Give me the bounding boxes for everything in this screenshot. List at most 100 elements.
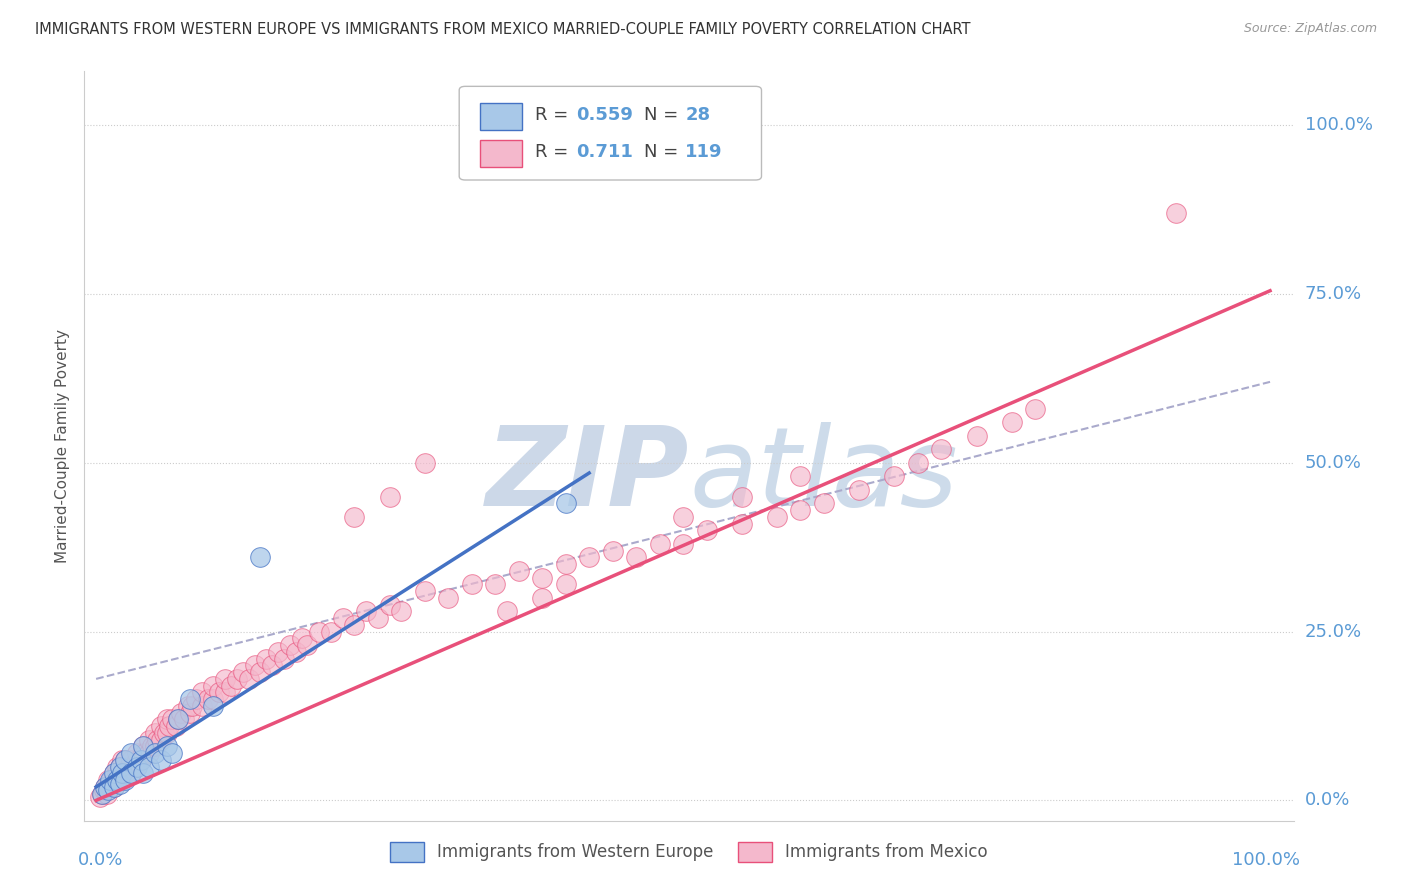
Point <box>105 759 128 773</box>
Point <box>202 698 225 713</box>
Point <box>176 698 198 713</box>
Point <box>138 732 160 747</box>
Point <box>153 726 176 740</box>
FancyBboxPatch shape <box>479 139 522 167</box>
Point <box>249 665 271 680</box>
Point <box>267 645 290 659</box>
Point <box>343 618 366 632</box>
Point <box>143 739 166 754</box>
Point <box>789 469 811 483</box>
Text: 0.711: 0.711 <box>576 143 633 161</box>
Point <box>848 483 870 497</box>
Point <box>105 766 128 780</box>
Text: 0.0%: 0.0% <box>1305 791 1350 809</box>
Point <box>214 685 236 699</box>
Point <box>731 490 754 504</box>
Point <box>134 746 156 760</box>
Point <box>103 766 125 780</box>
Point <box>91 787 114 801</box>
Point <box>190 698 212 713</box>
Point <box>155 712 177 726</box>
Point <box>96 787 118 801</box>
Point <box>766 509 789 524</box>
Point <box>181 698 204 713</box>
Point <box>127 753 149 767</box>
Point <box>578 550 600 565</box>
Point <box>98 780 121 794</box>
Point <box>98 773 121 788</box>
Point <box>554 496 576 510</box>
Y-axis label: Married-Couple Family Poverty: Married-Couple Family Poverty <box>55 329 70 563</box>
Point <box>138 746 160 760</box>
Point <box>284 645 307 659</box>
Point <box>602 543 624 558</box>
FancyBboxPatch shape <box>460 87 762 180</box>
Point <box>173 712 195 726</box>
Point <box>155 726 177 740</box>
Text: 75.0%: 75.0% <box>1305 285 1362 303</box>
Point <box>1001 416 1024 430</box>
Point <box>122 759 145 773</box>
Point <box>157 719 180 733</box>
Point <box>672 509 695 524</box>
Point <box>120 753 142 767</box>
Text: 100.0%: 100.0% <box>1305 116 1372 135</box>
Point <box>413 456 436 470</box>
Point <box>129 753 152 767</box>
Point <box>118 759 141 773</box>
Point <box>554 557 576 571</box>
Text: 119: 119 <box>685 143 723 161</box>
Point <box>437 591 460 605</box>
Point <box>179 706 201 720</box>
Point <box>232 665 254 680</box>
Point <box>648 537 671 551</box>
Point <box>966 429 988 443</box>
Point <box>1166 206 1188 220</box>
FancyBboxPatch shape <box>479 103 522 130</box>
Point <box>149 732 172 747</box>
Point <box>143 746 166 760</box>
Point <box>249 550 271 565</box>
Point <box>114 753 136 767</box>
Point <box>190 685 212 699</box>
Point <box>278 638 301 652</box>
Point <box>155 739 177 754</box>
Point <box>149 753 172 767</box>
Point <box>94 780 117 794</box>
Point <box>290 632 312 646</box>
Point <box>672 537 695 551</box>
Point <box>167 712 190 726</box>
Point <box>484 577 506 591</box>
Point <box>97 773 120 788</box>
Text: 25.0%: 25.0% <box>1305 623 1362 640</box>
Point <box>197 692 219 706</box>
Point <box>120 766 142 780</box>
Point <box>238 672 260 686</box>
Point <box>114 773 136 788</box>
Point <box>114 753 136 767</box>
Point <box>931 442 953 457</box>
Point <box>531 571 554 585</box>
Point <box>167 712 190 726</box>
Point <box>103 766 125 780</box>
Point <box>91 787 114 801</box>
Point <box>143 726 166 740</box>
Point <box>413 584 436 599</box>
Point <box>114 766 136 780</box>
Point <box>789 503 811 517</box>
Point <box>108 773 131 788</box>
Point <box>93 783 115 797</box>
Point <box>208 685 231 699</box>
Text: atlas: atlas <box>689 423 957 530</box>
Point <box>97 780 120 794</box>
Point <box>120 746 142 760</box>
Point <box>127 746 149 760</box>
Point <box>105 773 128 788</box>
Point <box>146 732 169 747</box>
Point <box>108 759 131 773</box>
Text: 100.0%: 100.0% <box>1232 851 1299 869</box>
Legend: Immigrants from Western Europe, Immigrants from Mexico: Immigrants from Western Europe, Immigran… <box>384 835 994 869</box>
Point <box>103 780 125 794</box>
Point <box>273 651 295 665</box>
Point <box>378 598 401 612</box>
